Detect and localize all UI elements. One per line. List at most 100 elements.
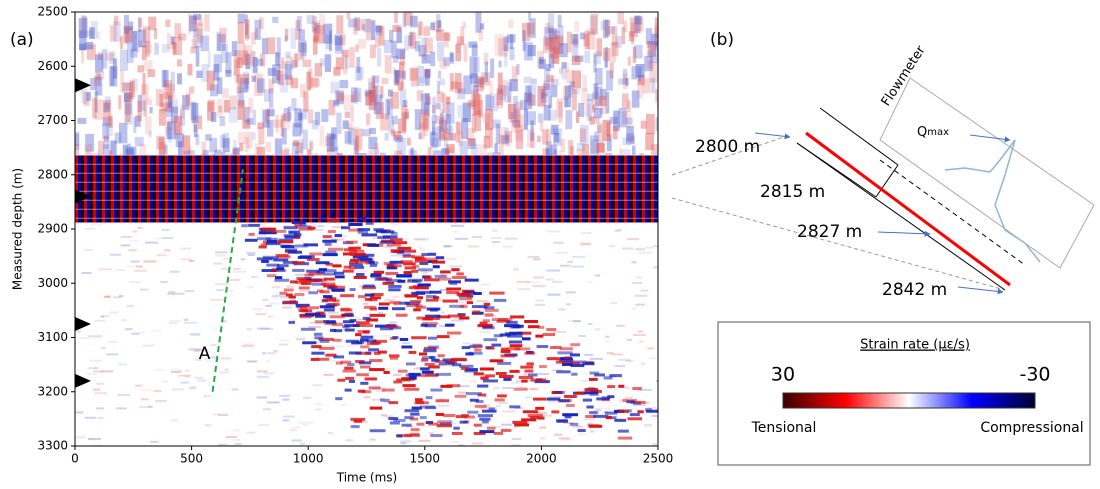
heatmap-cell (261, 155, 264, 223)
heatmap-cell (411, 336, 427, 340)
heatmap-cell (349, 263, 363, 267)
heatmap-cell (580, 243, 592, 246)
heatmap-cell (270, 155, 273, 223)
zoom-line (671, 197, 1006, 291)
heatmap-cell (424, 68, 431, 79)
heatmap-cell (119, 36, 124, 49)
heatmap-cell (501, 410, 516, 413)
heatmap-cell (515, 373, 524, 376)
heatmap-cell (615, 155, 618, 223)
heatmap-cell (558, 101, 563, 123)
heatmap-cell (195, 134, 200, 145)
heatmap-cell (159, 141, 166, 157)
heatmap-cell (644, 246, 654, 249)
heatmap-cell (272, 268, 279, 272)
heatmap-cell (651, 155, 654, 223)
heatmap-cell (143, 60, 153, 71)
heatmap-cell (423, 69, 431, 77)
heatmap-cell (612, 155, 615, 223)
heatmap-cell (160, 281, 168, 284)
heatmap-cell (75, 155, 78, 223)
heatmap-cell (367, 243, 380, 247)
heatmap-cell (205, 134, 212, 141)
heatmap-cell (283, 288, 294, 292)
heatmap-cell (631, 22, 635, 45)
heatmap-cell (105, 155, 108, 223)
heatmap-cell (483, 306, 495, 310)
heatmap-cell (390, 254, 403, 257)
heatmap-cell (462, 102, 472, 123)
heatmap-cell (479, 417, 491, 421)
heatmap-cell (283, 234, 299, 238)
heatmap-cell (537, 372, 550, 375)
heatmap-cell (432, 265, 440, 269)
heatmap-cell (339, 155, 342, 223)
heatmap-cell (300, 327, 316, 331)
heatmap-cell (257, 122, 264, 129)
heatmap-cell (549, 37, 559, 59)
heatmap-cell (543, 155, 546, 223)
heatmap-cell (94, 75, 99, 86)
heatmap-cell (344, 324, 360, 328)
heatmap-cell (551, 124, 559, 135)
heatmap-cell (366, 334, 378, 337)
heatmap-cell (380, 113, 390, 131)
heatmap-cell (445, 147, 455, 159)
heatmap-cell (438, 362, 455, 366)
heatmap-cell (450, 81, 459, 89)
heatmap-cell (350, 104, 354, 123)
heatmap-cell (362, 330, 370, 334)
heatmap-cell (281, 61, 289, 70)
heatmap-cell (439, 422, 452, 426)
heatmap-cell (607, 395, 615, 399)
heatmap-cell (577, 389, 590, 392)
heatmap-cell (604, 340, 611, 343)
heatmap-cell (424, 324, 437, 328)
heatmap-cell (98, 140, 105, 157)
heatmap-cell (627, 100, 631, 113)
heatmap-cell (396, 27, 402, 44)
heatmap-cell (243, 155, 246, 223)
heatmap-cell (609, 155, 612, 223)
heatmap-cell (399, 337, 409, 341)
heatmap-cell (590, 430, 595, 433)
heatmap-cell (95, 382, 104, 385)
heatmap-cell (144, 241, 158, 244)
heatmap-cell (594, 373, 606, 377)
heatmap-cell (258, 17, 264, 30)
heatmap-cell (636, 155, 639, 223)
heatmap-cell (93, 155, 96, 223)
heatmap-cell (523, 373, 528, 376)
heatmap-cell (374, 143, 379, 165)
heatmap-cell (154, 369, 164, 372)
heatmap-cell (664, 421, 677, 424)
heatmap-cell (491, 237, 502, 240)
heatmap-cell (115, 269, 126, 272)
heatmap-cell (337, 378, 346, 382)
heatmap-cell (400, 260, 413, 264)
heatmap-cell (567, 320, 580, 323)
heatmap-cell (493, 298, 507, 302)
heatmap-cell (165, 83, 172, 91)
heatmap-cell (155, 237, 162, 240)
heatmap-cell (84, 155, 87, 223)
heatmap-cell (508, 340, 523, 344)
heatmap-cell (582, 155, 585, 223)
heatmap-cell (316, 270, 325, 274)
heatmap-cell (187, 63, 193, 76)
heatmap-cell (375, 102, 385, 119)
heatmap-cell (389, 238, 403, 242)
heatmap-cell (584, 30, 590, 50)
heatmap-cell (439, 397, 444, 400)
heatmap-cell (572, 255, 586, 258)
heatmap-cell (155, 89, 164, 107)
heatmap-cell (624, 386, 630, 389)
heatmap-cell (414, 155, 417, 223)
heatmap-cell (167, 83, 176, 99)
heatmap-cell (376, 48, 382, 67)
heatmap-cell (87, 438, 101, 441)
heatmap-cell (435, 412, 444, 416)
heatmap-cell (422, 322, 438, 326)
heatmap-cell (425, 96, 431, 105)
heatmap-cell (471, 114, 477, 133)
